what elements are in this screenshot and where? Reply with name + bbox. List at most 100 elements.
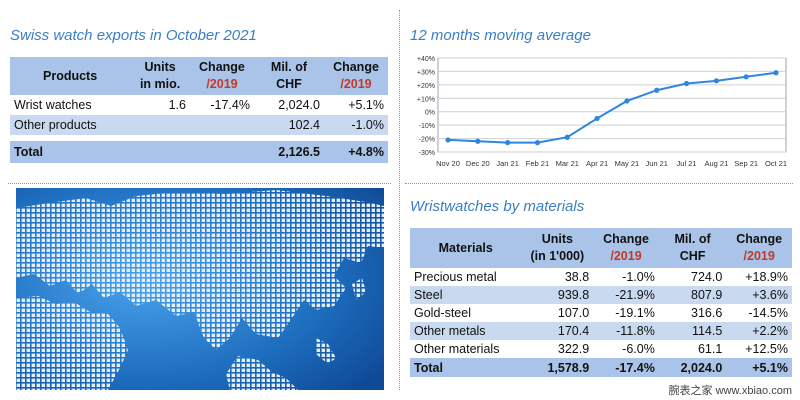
materials-total-chf: 2,024.0	[658, 358, 727, 377]
materials-header-chf-b: CHF	[679, 249, 706, 263]
exports-row-units	[130, 115, 190, 135]
exports-header-chf-b: CHF	[276, 77, 302, 91]
materials-row-chf: 114.5	[691, 324, 723, 338]
moving-average-chart: +40% +30% +20% +10% 0% -10% -20% -30% Nov 20 Dec …	[404, 48, 794, 180]
materials-row-change-units: -6.0%	[622, 342, 655, 356]
chart-data-point	[534, 140, 541, 146]
table-row: Other metals 170.4 -11.8% 114.5 +2.2%	[410, 322, 792, 340]
chart-x-tick-label: Dec 20	[466, 159, 490, 168]
exports-row-chf: 2,024.0	[278, 98, 320, 112]
materials-total-change-units: -17.4%	[593, 358, 659, 377]
materials-row-chf: 316.6	[691, 306, 723, 320]
materials-header-change-units-b: /2019	[610, 249, 642, 263]
table-row: Precious metal 38.8 -1.0% 724.0 +18.9%	[410, 268, 792, 286]
exports-header-change-units-b: /2019	[206, 77, 238, 91]
materials-row-change-chf: -14.5%	[748, 306, 788, 320]
exports-header-change-units-a: Change	[199, 60, 245, 74]
chart-x-tick-label: Jun 21	[645, 159, 668, 168]
chart-data-point	[475, 138, 481, 144]
world-map-svg	[16, 188, 384, 390]
exports-row-change-chf: -1.0%	[351, 118, 384, 132]
exports-header-change-chf-b: /2019	[340, 77, 372, 91]
materials-header-change-chf: Change /2019	[726, 228, 792, 268]
materials-total-change-chf: +5.1%	[726, 358, 792, 377]
materials-row-label: Steel	[414, 288, 443, 302]
exports-header-row: Products Units in mio. Change /2019 Mil.…	[10, 57, 388, 95]
chart-y-tick-label: +10%	[417, 96, 435, 103]
chart-data-point	[654, 87, 660, 93]
materials-header-units-a: Units	[541, 232, 573, 246]
exports-header-units: Units in mio.	[130, 57, 190, 95]
exports-total-change-chf: +4.8%	[323, 141, 388, 163]
materials-row-units: 170.4	[557, 324, 590, 338]
exports-header-change-units: Change /2019	[189, 57, 254, 95]
table-row: Gold-steel 107.0 -19.1% 316.6 -14.5%	[410, 304, 792, 322]
chart-x-tick-label: Jul 21	[677, 159, 697, 168]
materials-total-row: Total 1,578.9 -17.4% 2,024.0 +5.1%	[410, 358, 792, 377]
vertical-divider	[399, 10, 400, 390]
materials-row-chf: 724.0	[691, 270, 723, 284]
exports-row-change-chf: +5.1%	[348, 98, 384, 112]
exports-title: Swiss watch exports in October 2021	[10, 27, 257, 44]
exports-total-chf: 2,126.5	[253, 141, 324, 163]
materials-header-chf: Mil. of CHF	[658, 228, 727, 268]
materials-row-chf: 61.1	[697, 342, 723, 356]
chart-y-tick-label: -20%	[419, 137, 435, 144]
chart-data-point	[505, 140, 511, 146]
exports-header-change-chf-a: Change	[333, 60, 379, 74]
exports-row-change-units	[190, 115, 254, 135]
materials-row-label: Other metals	[414, 324, 486, 338]
materials-row-change-chf: +12.5%	[745, 342, 788, 356]
materials-header-units: Units (in 1'000)	[521, 228, 594, 268]
chart-plot-area	[437, 57, 787, 153]
world-map-image	[16, 188, 384, 390]
chart-data-point	[594, 115, 600, 122]
exports-header-units-b: in mio.	[139, 77, 181, 91]
exports-header-change-chf: Change /2019	[323, 57, 388, 95]
materials-row-change-units: -1.0%	[622, 270, 655, 284]
materials-row-change-units: -11.8%	[616, 324, 655, 338]
materials-row-units: 322.9	[557, 342, 590, 356]
materials-header-units-b: (in 1'000)	[530, 249, 585, 263]
materials-row-chf: 807.9	[691, 288, 723, 302]
materials-table: Materials Units (in 1'000) Change /2019 …	[410, 228, 792, 377]
materials-row-change-chf: +2.2%	[752, 324, 788, 338]
table-row: Other products 102.4 -1.0%	[10, 115, 388, 135]
moving-average-title: 12 months moving average	[410, 27, 591, 44]
materials-row-change-units: -21.9%	[615, 288, 655, 302]
exports-row-units: 1.6	[168, 98, 186, 112]
chart-x-tick-label: Apr 21	[586, 159, 608, 168]
materials-header-label: Materials	[410, 228, 522, 268]
table-row: Steel 939.8 -21.9% 807.9 +3.6%	[410, 286, 792, 304]
chart-series-line	[447, 71, 777, 144]
materials-header-row: Materials Units (in 1'000) Change /2019 …	[410, 228, 792, 268]
materials-header-chf-a: Mil. of	[674, 232, 711, 246]
materials-title: Wristwatches by materials	[410, 198, 585, 215]
exports-row-label: Other products	[14, 118, 97, 132]
materials-header-change-chf-b: /2019	[743, 249, 775, 263]
chart-y-tick-label: 0%	[425, 110, 435, 117]
table-row: Other materials 322.9 -6.0% 61.1 +12.5%	[410, 340, 792, 358]
exports-header-chf: Mil. of CHF	[253, 57, 324, 95]
materials-row-change-chf: +18.9%	[745, 270, 788, 284]
chart-x-tick-label: Feb 21	[526, 159, 549, 168]
chart-data-point	[683, 80, 690, 87]
exports-header-units-a: Units	[144, 60, 176, 74]
materials-row-label: Gold-steel	[414, 306, 471, 320]
exports-header-chf-a: Mil. of	[270, 60, 308, 74]
chart-x-tick-label: May 21	[615, 159, 640, 168]
materials-row-change-chf: +3.6%	[752, 288, 788, 302]
materials-total-label: Total	[410, 358, 522, 377]
chart-x-tick-label: Jan 21	[496, 159, 519, 168]
chart-data-point	[564, 134, 570, 140]
materials-row-units: 939.8	[557, 288, 590, 302]
chart-y-tick-label: -10%	[419, 123, 435, 130]
exports-header-products: Products	[10, 57, 131, 95]
chart-x-tick-label: Sep 21	[734, 159, 758, 168]
chart-y-tick-label: +20%	[417, 83, 435, 90]
right-horizontal-divider	[405, 183, 793, 184]
chart-x-tick-label: Aug 21	[704, 159, 728, 168]
chart-data-point	[445, 137, 451, 143]
exports-table: Products Units in mio. Change /2019 Mil.…	[10, 57, 388, 163]
chart-y-tick-label: +30%	[417, 69, 435, 76]
